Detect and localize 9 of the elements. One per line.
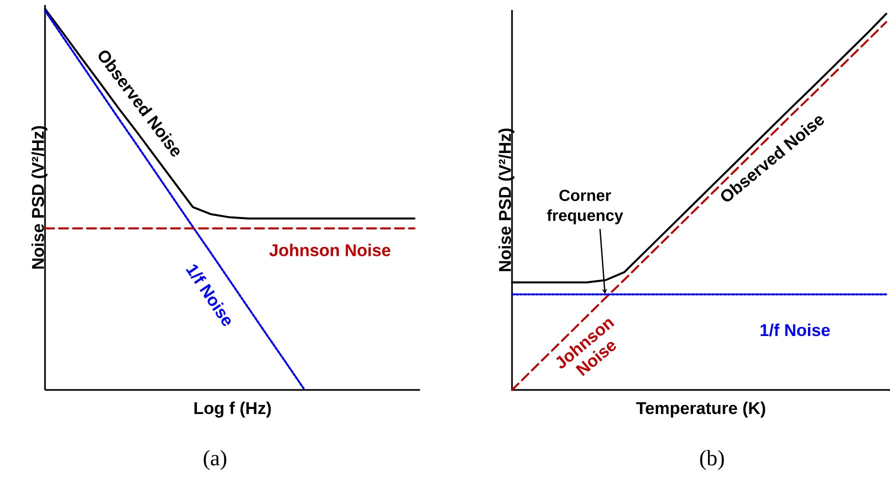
- y-axis-title: Noise PSD (V²/Hz): [498, 128, 514, 272]
- series-label: 1/f Noise: [760, 324, 830, 336]
- y-axis-title: Noise PSD (V²/Hz): [32, 126, 48, 269]
- series-label: Johnson Noise: [269, 244, 390, 256]
- x-axis-title: Temperature (K): [636, 402, 766, 418]
- x-axis-title: Log f (Hz): [194, 402, 271, 418]
- annotation: Corner frequency: [547, 190, 624, 224]
- text: (b): [700, 450, 724, 470]
- text: (a): [204, 450, 226, 470]
